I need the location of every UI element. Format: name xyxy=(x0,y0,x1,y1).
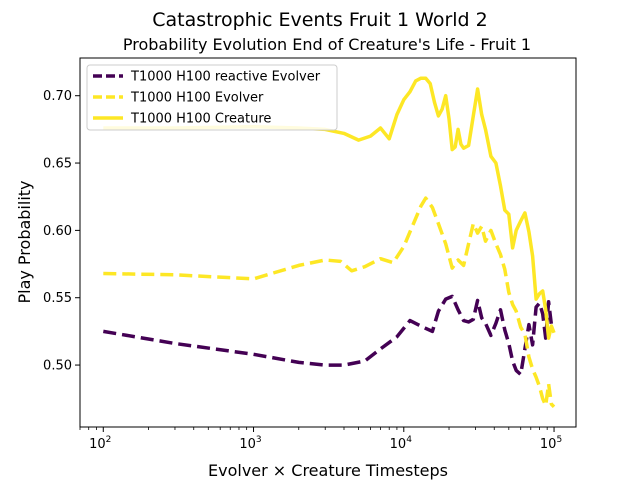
y-tick-label: 0.70 xyxy=(43,89,72,104)
x-axis-ticks: 102 103 104 105 xyxy=(79,427,562,452)
chart-title: Catastrophic Events Fruit 1 World 2 xyxy=(152,9,487,31)
x-tick-label: 105 xyxy=(540,435,562,452)
x-tick-label: 102 xyxy=(89,435,111,452)
legend-box xyxy=(86,64,338,131)
legend-label: T1000 H100 reactive Evolver xyxy=(130,70,321,85)
series-line-2 xyxy=(103,196,556,409)
x-axis-label: Evolver × Creature Timesteps xyxy=(208,461,448,480)
y-tick-label: 0.65 xyxy=(43,157,72,172)
y-tick-label: 0.60 xyxy=(43,224,72,239)
y-tick-label: 0.50 xyxy=(43,359,72,374)
x-tick-label: 103 xyxy=(239,435,261,452)
y-axis-ticks: 0.50 0.55 0.60 0.65 0.70 xyxy=(43,89,80,374)
legend-items: T1000 H100 reactive Evolver T1000 H100 Ev… xyxy=(93,70,321,127)
legend: T1000 H100 reactive Evolver T1000 H100 Ev… xyxy=(86,64,338,131)
x-tick-label: 104 xyxy=(390,435,413,452)
series-layer xyxy=(103,76,556,409)
legend-label: T1000 H100 Evolver xyxy=(130,91,264,106)
y-axis-label: Play Probability xyxy=(15,180,34,303)
legend-label: T1000 H100 Creature xyxy=(130,112,271,127)
y-tick-label: 0.55 xyxy=(43,291,72,306)
series-line-3 xyxy=(103,76,556,340)
chart-subtitle: Probability Evolution End of Creature's … xyxy=(123,35,531,54)
plot-area-frame xyxy=(79,57,577,428)
series-line-1 xyxy=(103,294,555,377)
